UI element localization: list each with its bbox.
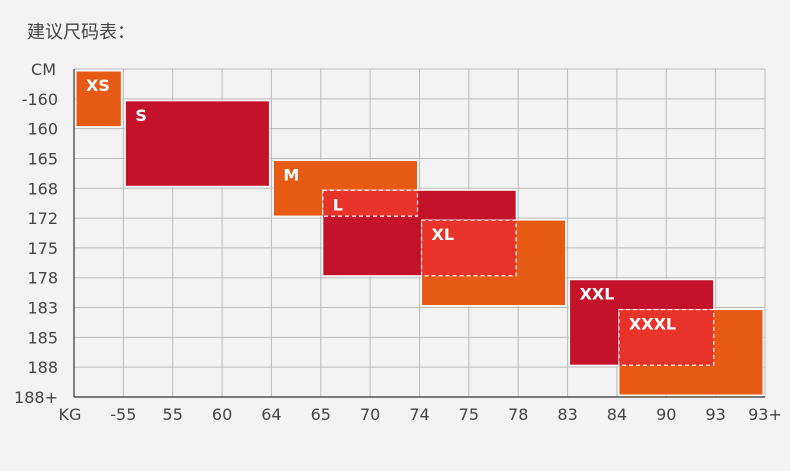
page-title: 建议尺码表：: [27, 22, 135, 43]
y-tick-label: 188+: [14, 388, 58, 407]
size-box-xs: [75, 70, 122, 128]
y-tick-label: 185: [27, 328, 58, 347]
y-tick-label: 165: [27, 149, 58, 168]
size-label-l: L: [333, 195, 343, 214]
x-tick-label: 65: [311, 405, 331, 424]
x-tick-label: 93: [705, 405, 725, 424]
x-tick-label: 93+: [748, 405, 782, 424]
size-label-s: S: [135, 106, 147, 125]
overlap-box-2: [420, 219, 517, 277]
x-tick-label: 55: [163, 405, 183, 424]
y-tick-label: 188: [27, 358, 58, 377]
size-box-s: [124, 100, 270, 187]
y-tick-label: 183: [27, 299, 58, 318]
size-label-xxxl: XXXL: [629, 315, 676, 334]
y-tick-label: 178: [27, 269, 58, 288]
size-label-xl: XL: [432, 225, 455, 244]
overlap-box-3: [618, 308, 715, 366]
size-label-xxl: XXL: [580, 285, 615, 304]
x-tick-label: 84: [607, 405, 627, 424]
size-label-m: M: [283, 165, 299, 184]
y-tick-label: -160: [22, 90, 58, 109]
y-tick-label: 172: [27, 209, 58, 228]
y-tick-label: 175: [27, 239, 58, 258]
x-tick-label: 70: [360, 405, 380, 424]
y-tick-label: 168: [27, 179, 58, 198]
x-tick-label: 60: [212, 405, 232, 424]
x-unit-label: KG: [59, 405, 82, 424]
x-tick-label: 75: [459, 405, 479, 424]
overlap-box-1: [322, 189, 419, 217]
x-tick-label: -55: [110, 405, 136, 424]
y-tick-label: 160: [27, 120, 58, 139]
x-tick-label: 90: [656, 405, 676, 424]
size-label-xs: XS: [86, 76, 110, 95]
x-tick-label: 78: [508, 405, 528, 424]
x-tick-label: 74: [409, 405, 429, 424]
y-unit-label: CM: [31, 60, 56, 79]
x-tick-label: 83: [557, 405, 577, 424]
x-tick-label: 64: [261, 405, 281, 424]
